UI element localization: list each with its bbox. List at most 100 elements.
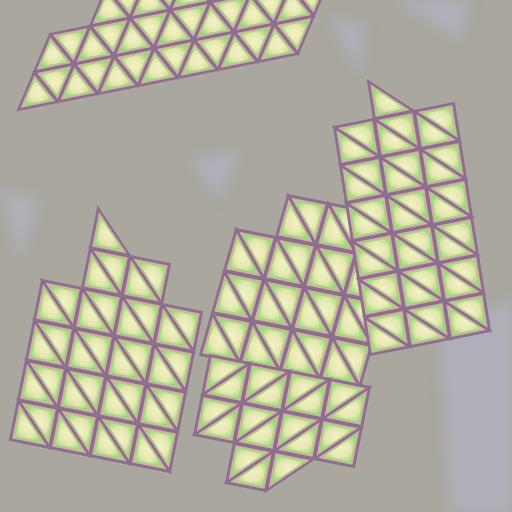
triangle-tile [339,343,367,377]
triangle-tile [241,29,268,55]
triangle-tile [413,306,445,332]
triangle-tile [389,154,421,180]
triangle-tile [24,79,51,105]
triangle-tile [162,350,189,382]
triangle-tile [419,118,451,144]
center-lower [191,353,373,494]
triangle-tile [212,371,244,398]
triangle-tile [81,61,108,87]
triangle-tile [143,394,170,426]
triangle-tile [311,293,339,327]
top-left-cluster [16,0,322,112]
triangle-tile [204,411,236,438]
triangle-tile [328,384,360,411]
triangle-tile [288,376,320,403]
triangle-tile [324,435,356,462]
triangle-tile [337,305,365,339]
triangle-tile [161,45,188,71]
triangle-tile [232,448,264,475]
triangle-tile [339,134,371,160]
triangle-tile [453,298,485,324]
triangle-tile [325,347,353,381]
triangle-tile [401,230,433,256]
triangle-tile [244,419,276,446]
triangle-tile [31,330,58,362]
triangle-tile [42,326,69,358]
triangle-tile [114,382,141,414]
center-cluster [198,192,398,390]
triangle-tile [292,387,324,414]
triangle-tile [208,360,240,387]
triangle-tile [299,335,327,369]
triangle-tile [259,327,287,361]
triangle-tile [367,276,399,302]
triangle-tile [280,416,312,443]
triangle-tile [320,424,352,451]
triangle-tile [201,37,228,63]
triangle-tile [397,240,429,266]
triangle-tile [245,331,273,365]
triangle-tile [87,258,114,290]
triangle-tile [395,192,427,218]
triangle-tile [409,316,441,342]
triangle-tile [281,21,308,47]
triangle-tile [15,410,42,442]
triangle-tile [80,33,107,59]
triangle-tile [345,172,377,198]
left-cluster [8,205,204,475]
triangle-tile [224,39,251,65]
background-shade [395,0,470,40]
triangle-tile [240,408,272,435]
triangle-tile [383,116,415,142]
triangle-tile [122,342,149,374]
triangle-tile [170,310,197,342]
triangle-tile [309,255,337,289]
triangle-tile [391,202,423,228]
triangle-tile [425,156,457,182]
triangle-tile [200,9,227,35]
triangle-tile [355,200,387,226]
triangle-tile [146,430,173,462]
triangle-tile [306,0,317,9]
triangle-tile [176,0,201,5]
triangle-tile [447,260,479,286]
triangle-tile [332,395,364,422]
triangle-tile [90,294,117,326]
background-shade [440,300,512,512]
triangle-tile [437,232,469,258]
mesh-frame [208,0,226,4]
triangle-tile [357,248,389,274]
triangle-tile [280,0,307,19]
triangle-tile [363,286,395,312]
triangle-tile [243,235,271,269]
triangle-tile [264,31,291,57]
triangle-tile [63,378,90,410]
triangle-tile [151,354,178,386]
triangle-tile [79,298,106,330]
triangle-tile [177,7,204,33]
triangle-tile [127,266,154,298]
triangle-tile [159,314,186,346]
triangle-tile [217,0,244,25]
triangle-tile [40,41,67,67]
triangle-tile [295,201,323,235]
triangle-tile [26,406,53,438]
triangle-tile [205,323,233,357]
triangle-tile [240,1,267,27]
triangle-tile [144,55,171,81]
triangle-tile [74,374,101,406]
triangle-tile [121,53,148,79]
triangle-tile [41,69,68,95]
triangle-tile [98,254,125,286]
triangle-tile [229,239,257,273]
background-shade [190,150,240,200]
triangle-tile [95,426,122,458]
triangle-tile [106,422,133,454]
triangle-tile [200,400,232,427]
triangle-tile [373,314,405,340]
triangle-tile [423,108,455,134]
triangle-tile [407,268,439,294]
